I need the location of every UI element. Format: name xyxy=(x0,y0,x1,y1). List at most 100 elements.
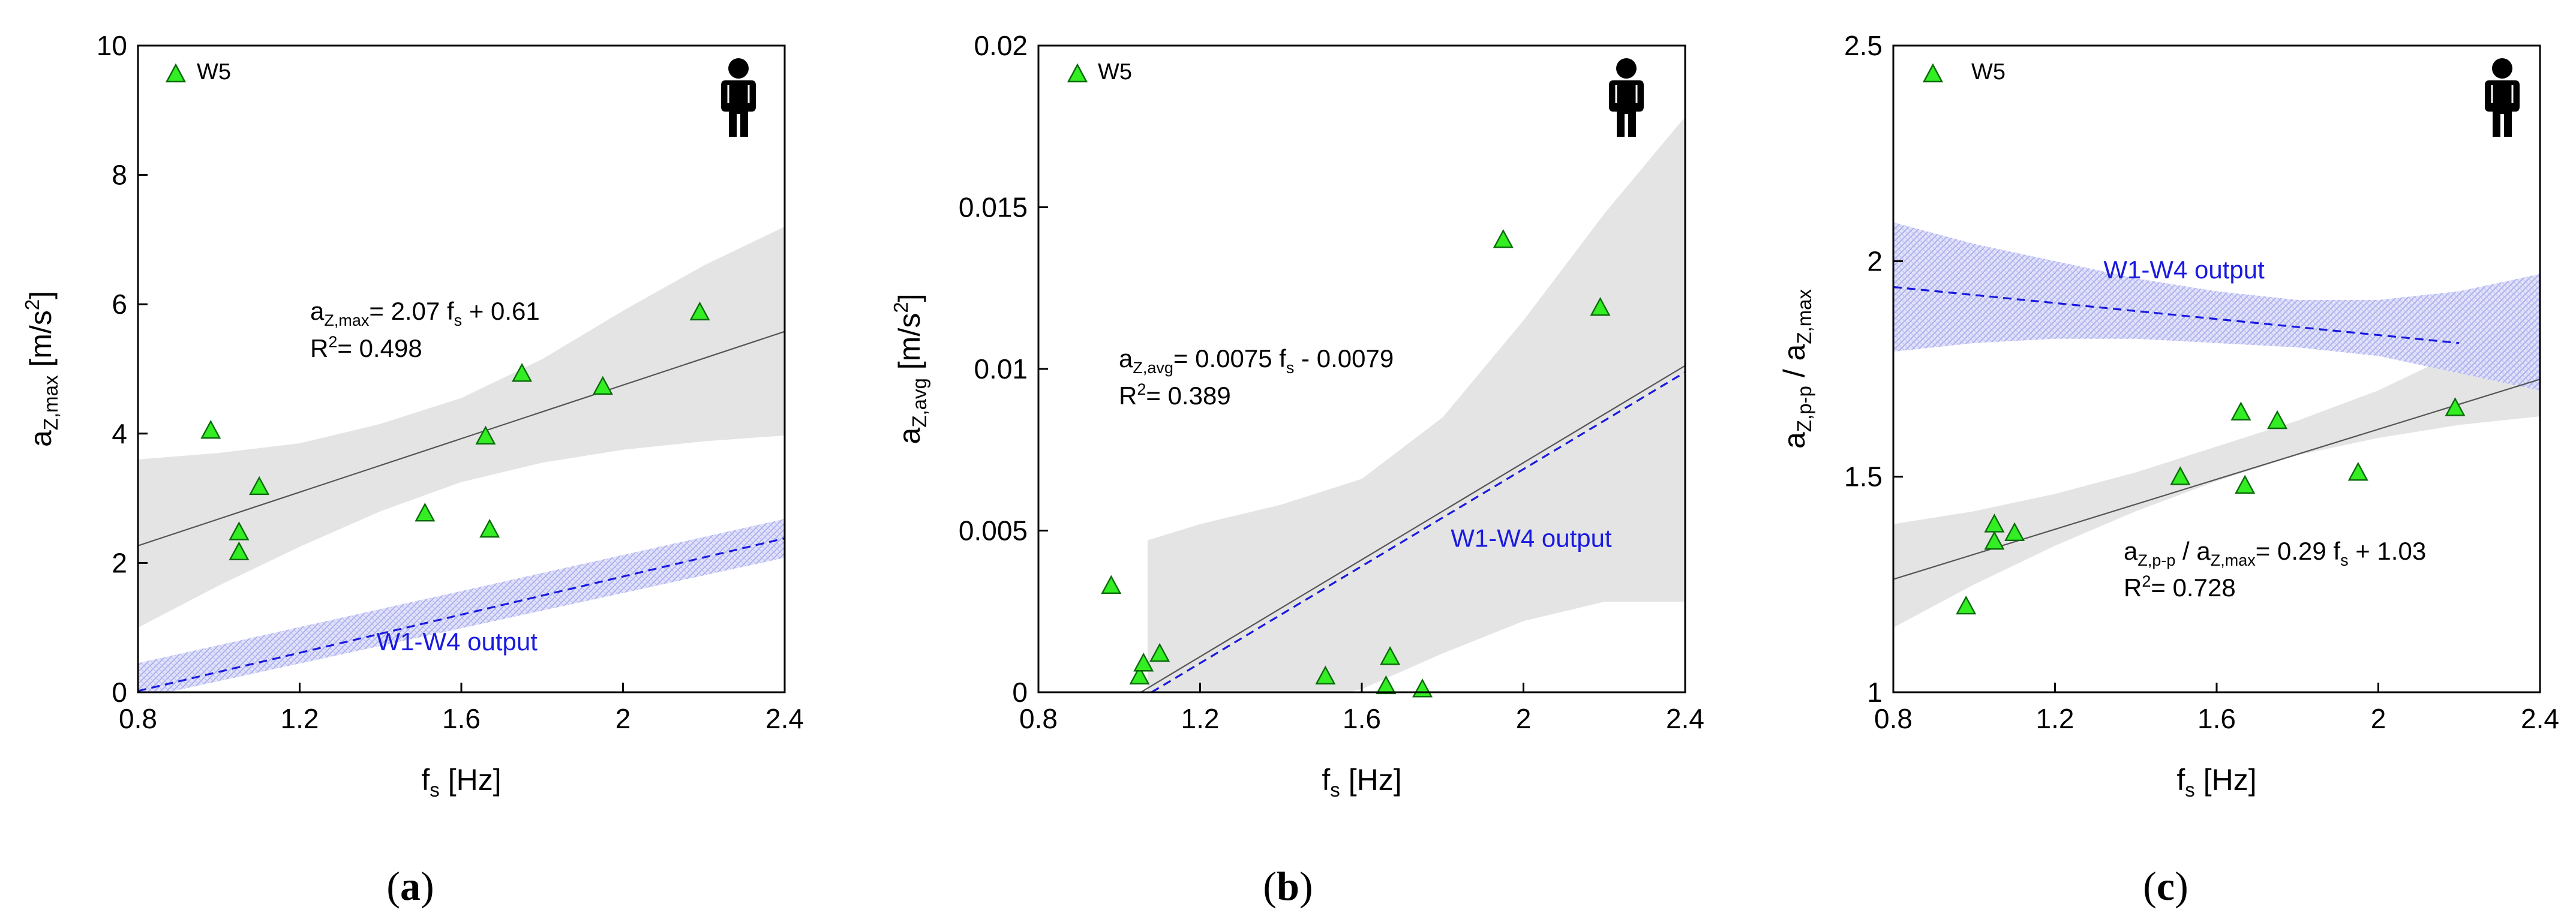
legend-a: W5 xyxy=(165,59,231,85)
y-axis-label-a: aZ,max [m/s2] xyxy=(21,291,62,447)
ref-label-b: W1-W4 output xyxy=(1451,524,1612,552)
equation-c: aZ,p-p / aZ,max= 0.29 fs + 1.03 xyxy=(2124,537,2426,569)
reference-band-c xyxy=(1893,222,2540,391)
data-point-b-10 xyxy=(1590,297,1611,316)
confidence-band-b xyxy=(1147,116,1685,692)
y-tick-label-b-4: 0.015 xyxy=(959,192,1028,223)
confidence-band-c xyxy=(1893,308,2540,628)
panel-a: 0.8 1.2 1.6 2 2.4 0 2 4 6 8 10 W5 aZ,max= 2.07 fs … xyxy=(21,30,804,909)
data-point-a-10 xyxy=(689,301,710,321)
y-tick-label-a-3: 4 xyxy=(112,418,127,449)
data-point-c-5 xyxy=(2170,466,2191,485)
x-tick-label-c-1: 0.8 xyxy=(1874,703,1913,734)
panel-b: 0.8 1.2 1.6 2 2.4 0 0.005 0.01 0.015 0.02 W5 aZ,a… xyxy=(890,30,1704,909)
y-tick-label-c-2: 1.5 xyxy=(1844,461,1883,492)
caption-b: (b) xyxy=(1263,863,1313,909)
y-tick-label-c-3: 2 xyxy=(1867,245,1883,277)
data-point-a-5 xyxy=(415,502,436,522)
x-tick-label-b-1: 0.8 xyxy=(1019,703,1058,734)
data-point-a-6 xyxy=(475,425,496,445)
data-point-b-7 xyxy=(1380,646,1401,665)
data-point-a-9 xyxy=(592,376,613,395)
legend-b: W5 xyxy=(1067,59,1132,85)
x-tick-label-b-5: 2.4 xyxy=(1666,703,1704,734)
data-point-c-8 xyxy=(2267,410,2288,430)
confidence-band-a xyxy=(138,226,785,628)
data-point-c-7 xyxy=(2235,474,2256,494)
data-point-c-4 xyxy=(2004,522,2025,542)
data-point-b-2 xyxy=(1129,665,1150,684)
data-point-a-7 xyxy=(479,518,500,538)
data-point-b-8 xyxy=(1412,678,1433,698)
y-tick-label-a-4: 6 xyxy=(112,289,127,320)
r-squared-c: R2= 0.728 xyxy=(2124,572,2236,602)
data-point-b-3 xyxy=(1133,652,1154,672)
ref-label-c: W1-W4 output xyxy=(2103,256,2265,284)
legend-marker-a xyxy=(165,63,187,83)
data-point-b-9 xyxy=(1493,229,1514,248)
axes-c: 0.8 1.2 1.6 2 2.4 1 1.5 2 2.5 xyxy=(1844,30,2559,734)
data-point-a-8 xyxy=(512,363,533,382)
y-tick-label-b-2: 0.005 xyxy=(959,515,1028,546)
x-axis-label-c: fs [Hz] xyxy=(2176,763,2256,801)
y-tick-label-b-3: 0.01 xyxy=(974,353,1028,385)
x-tick-label-c-5: 2.4 xyxy=(2521,703,2559,734)
reference-line-b xyxy=(1151,371,1685,692)
person-icon xyxy=(2484,57,2521,138)
plot-content-b xyxy=(1101,116,1685,698)
data-point-a-4 xyxy=(249,476,270,495)
y-tick-label-b-1: 0 xyxy=(1012,677,1028,708)
x-tick-label-c-2: 1.2 xyxy=(2036,703,2074,734)
y-axis-label-b: aZ,avg [m/s2] xyxy=(890,294,930,445)
y-tick-label-a-6: 10 xyxy=(97,30,127,61)
data-point-c-1 xyxy=(1956,595,1977,615)
x-tick-label-a-1: 0.8 xyxy=(119,703,157,734)
x-axis-label-a: fs [Hz] xyxy=(421,763,501,801)
fit-line-b xyxy=(1140,365,1685,692)
x-tick-label-c-4: 2 xyxy=(2371,703,2386,734)
legend-label-c: W5 xyxy=(1971,59,2005,85)
y-tick-label-b-5: 0.02 xyxy=(974,30,1028,61)
data-point-a-2 xyxy=(229,521,250,540)
y-tick-label-a-5: 8 xyxy=(112,160,127,191)
r-squared-a: R2= 0.498 xyxy=(310,333,422,362)
y-tick-label-a-2: 2 xyxy=(112,547,127,578)
reference-band-a xyxy=(138,519,785,692)
x-tick-label-a-2: 1.2 xyxy=(281,703,319,734)
data-point-a-3 xyxy=(229,541,250,561)
data-point-b-6 xyxy=(1376,675,1397,695)
x-axis-label-b: fs [Hz] xyxy=(1322,763,1401,801)
legend-label-b: W5 xyxy=(1098,59,1132,85)
x-tick-label-a-4: 2 xyxy=(616,703,631,734)
person-icon xyxy=(1608,57,1645,138)
data-point-b-5 xyxy=(1315,665,1336,684)
x-tick-label-a-3: 1.6 xyxy=(442,703,481,734)
person-icon xyxy=(720,57,757,138)
legend-c: W5 xyxy=(1922,59,2005,85)
data-point-a-1 xyxy=(200,419,221,439)
legend-label-a: W5 xyxy=(197,59,231,85)
plot-content-a xyxy=(138,226,785,692)
x-tick-label-a-5: 2.4 xyxy=(765,703,804,734)
plot-content-c xyxy=(1893,222,2540,628)
r-squared-b: R2= 0.389 xyxy=(1119,380,1231,410)
y-axis-label-c: aZ,p-p / aZ,max xyxy=(1778,289,1815,449)
axes-b: 0.8 1.2 1.6 2 2.4 0 0.005 0.01 0.015 0.02 xyxy=(959,30,1704,734)
equation-a: aZ,max= 2.07 fs + 0.61 xyxy=(310,297,540,329)
ref-label-a: W1-W4 output xyxy=(377,627,538,656)
panel-c: 0.8 1.2 1.6 2 2.4 1 1.5 2 2.5 W5 aZ,p-p / aZ,max… xyxy=(1778,30,2559,909)
x-tick-label-c-3: 1.6 xyxy=(2197,703,2236,734)
y-tick-label-c-1: 1 xyxy=(1867,677,1883,708)
legend-marker-b xyxy=(1067,63,1088,83)
x-tick-label-b-3: 1.6 xyxy=(1343,703,1381,734)
x-tick-label-b-4: 2 xyxy=(1516,703,1532,734)
data-point-c-3 xyxy=(1984,530,2005,550)
y-tick-label-a-1: 0 xyxy=(112,677,127,708)
axes-a: 0.8 1.2 1.6 2 2.4 0 2 4 6 8 10 xyxy=(97,30,804,734)
data-point-b-1 xyxy=(1101,575,1122,594)
x-tick-label-b-2: 1.2 xyxy=(1181,703,1220,734)
data-point-c-9 xyxy=(2347,461,2368,481)
data-point-c-10 xyxy=(2445,397,2466,416)
data-point-b-4 xyxy=(1149,642,1170,662)
